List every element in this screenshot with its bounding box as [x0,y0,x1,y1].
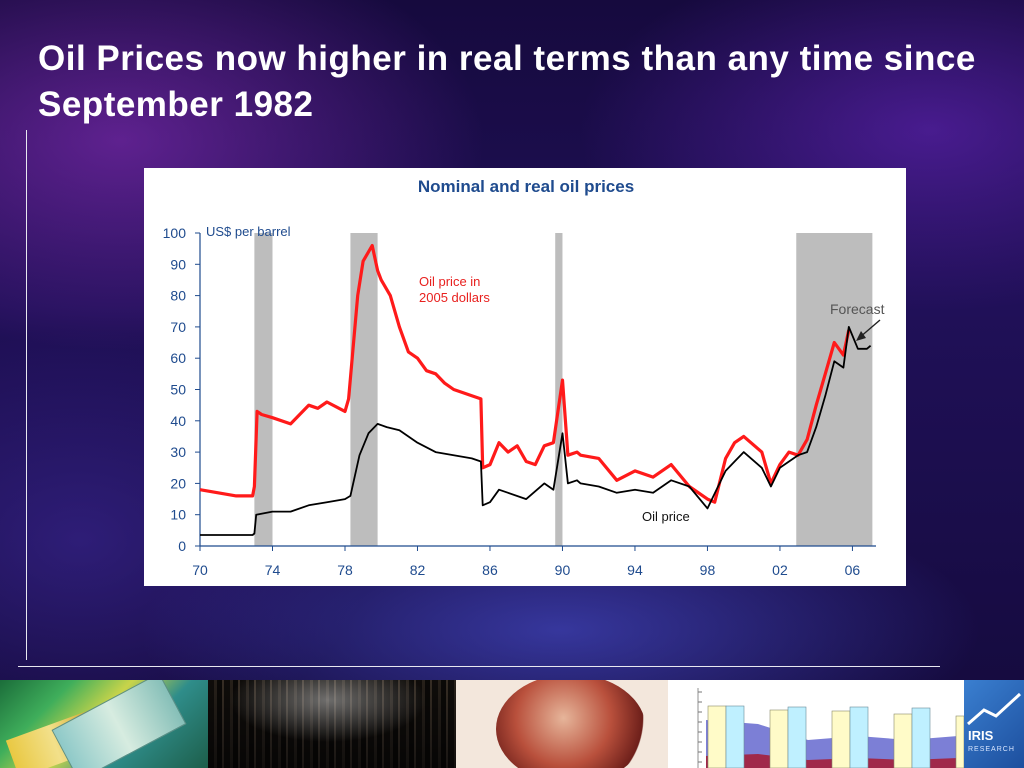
y-tick-label: 90 [170,256,186,272]
chart-panel: Nominal and real oil prices US$ per barr… [144,168,906,586]
forecast-arrow-head [856,331,866,341]
x-tick-label: 06 [845,562,861,578]
y-tick-label: 20 [170,475,186,491]
y-tick-label: 30 [170,444,186,460]
y-axis-label: US$ per barrel [206,224,291,239]
slide-title: Oil Prices now higher in real terms than… [38,39,976,124]
y-tick-label: 80 [170,288,186,304]
logo-text: IRIS [968,728,994,743]
x-tick-label: 78 [337,562,353,578]
y-tick-label: 60 [170,350,186,366]
x-tick-label: 02 [772,562,788,578]
footer-image-strip: IRIS RESEARCH [0,680,1024,768]
x-tick-label: 70 [192,562,208,578]
forecast-annotation: Forecast [830,301,885,317]
nominal-price-annotation: Oil price [642,509,690,524]
x-tick-label: 74 [265,562,281,578]
y-tick-label: 10 [170,507,186,523]
y-tick-label: 40 [170,413,186,429]
chart-title: Nominal and real oil prices [418,177,634,196]
y-tick-label: 70 [170,319,186,335]
crowd-light [208,680,456,768]
bottom-divider-line [18,666,940,667]
iris-research-logo: IRIS RESEARCH [964,680,1024,768]
x-tick-label: 86 [482,562,498,578]
shaded-period-band [350,233,378,546]
shaded-period-band [796,233,873,546]
money-photo [0,680,208,768]
real-price-series-line [199,243,851,504]
y-tick-label: 100 [163,225,187,241]
crowd-photo [208,680,456,768]
x-tick-label: 90 [555,562,571,578]
shaded-period-band [254,233,273,546]
shaded-period-band [555,233,563,546]
real-price-annotation-line1: Oil price in [419,274,480,289]
logo-subtext: RESEARCH [968,746,1015,753]
people-photo [456,680,668,768]
real-price-annotation-line2: 2005 dollars [419,290,490,305]
people-photo-circle [496,680,646,768]
y-tick-label: 50 [170,382,186,398]
bar-chart-thumbnail [668,680,964,768]
x-tick-label: 94 [627,562,643,578]
nominal-price-series-line [200,325,872,536]
x-tick-label: 98 [700,562,716,578]
x-tick-label: 82 [410,562,426,578]
y-tick-label: 0 [178,538,186,554]
oil-price-chart: Nominal and real oil prices US$ per barr… [163,177,885,578]
banknote-shape [51,680,187,768]
left-divider-line [26,130,27,660]
